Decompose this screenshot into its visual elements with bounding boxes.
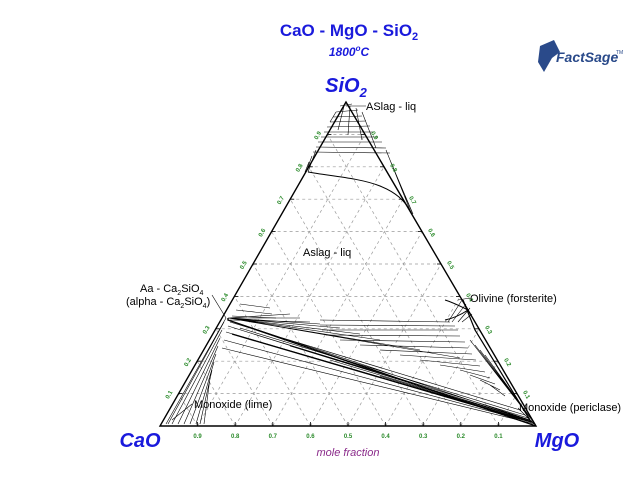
tielines-upper-left — [304, 149, 317, 173]
tick-label-right: 0.2 — [502, 358, 512, 369]
tick-label-bottom: 0.2 — [457, 434, 466, 440]
lime-field-tielines — [165, 317, 227, 425]
tielines-olivine-band — [319, 319, 506, 397]
tick-label-right: 0.5 — [445, 260, 455, 271]
tick-label-bottom: 0.6 — [306, 434, 315, 440]
liquidus-left-boundary — [229, 303, 311, 323]
grid-line-mgo — [234, 166, 385, 427]
tick-label-bottom: 0.4 — [381, 434, 390, 440]
grid-line-mgo — [197, 134, 366, 427]
grid-line-cao — [289, 199, 424, 427]
factsage-logo: FactSage TM — [538, 40, 623, 72]
axis-label-mole-fraction: mole fraction — [317, 447, 380, 459]
grid-line-mgo — [385, 296, 461, 427]
leader-ca2sio4 — [211, 294, 227, 319]
diagram-title: CaO - MgO - SiO2 — [280, 21, 418, 43]
olivine-fan — [447, 299, 473, 323]
olivine-line — [462, 299, 531, 421]
label-olivine: Olivine (forsterite) — [470, 293, 557, 305]
tick-label-bottom: 0.9 — [193, 434, 202, 440]
label-ca2sio4: Aa - Ca2SiO4 — [140, 283, 204, 297]
tick-label-right: 0.9 — [369, 131, 379, 142]
tick-label-right: 0.8 — [388, 163, 398, 174]
logo-emblem — [538, 40, 560, 72]
grid-line-mgo — [422, 328, 480, 427]
composition-grid — [178, 134, 518, 427]
grid-line-mgo — [460, 361, 499, 427]
vertex-mgo-label: MgO — [535, 430, 580, 452]
grid-line-cao — [327, 134, 499, 427]
tielines-upper-right — [385, 149, 414, 215]
tick-label-right: 0.7 — [407, 196, 417, 207]
grid-line-mgo — [347, 263, 442, 427]
leader-olivine — [457, 297, 471, 301]
label-aslag-top: ASlag - liq — [366, 101, 416, 113]
c2s-fan — [227, 313, 461, 359]
tick-label-left: 0.5 — [239, 260, 249, 271]
tick-label-right: 0.6 — [426, 228, 436, 239]
monoxide-boundary-outline — [231, 333, 533, 423]
leader-periclase — [517, 407, 535, 425]
tick-label-left: 0.9 — [314, 130, 324, 141]
phase-field-tielines — [165, 103, 537, 427]
tick-label-left: 0.6 — [258, 227, 268, 238]
tick-label-bottom: 0.8 — [231, 434, 240, 440]
tick-label-left: 0.7 — [277, 195, 287, 206]
tick-label-right: 0.1 — [521, 390, 531, 401]
liquidus-upper-boundary — [307, 171, 413, 215]
leader-lime — [171, 403, 193, 421]
tielines-lower-right — [469, 339, 536, 425]
grid-line-cao — [234, 296, 311, 427]
label-alpha-ca2sio4: (alpha - Ca2SiO4) — [126, 296, 210, 310]
tick-label-bottom: 0.1 — [494, 434, 503, 440]
tick-label-left: 0.3 — [202, 325, 212, 336]
label-periclase: Monoxide (periclase) — [519, 402, 621, 414]
tick-label-left: 0.8 — [295, 163, 305, 174]
label-aslag-liq: Aslag - liq — [303, 247, 351, 259]
tick-label-right: 0.3 — [483, 325, 493, 336]
vertex-cao-label: CaO — [119, 430, 161, 452]
temperature-subtitle: 1800oC — [329, 44, 370, 59]
tick-label-left: 0.4 — [221, 292, 231, 303]
tick-label-left: 0.1 — [165, 389, 175, 400]
grid-line-cao — [252, 263, 349, 427]
vertex-sio2-label: SiO2 — [325, 75, 367, 100]
label-lime: Monoxide (lime) — [194, 399, 272, 411]
tick-label-bottom: 0.3 — [419, 434, 428, 440]
c2s-boundary-outline — [227, 318, 537, 427]
logo-tm: TM — [616, 50, 623, 56]
triangle-outline — [158, 100, 538, 427]
grid-line-cao — [215, 328, 274, 427]
tick-label-bottom: 0.7 — [269, 434, 278, 440]
tick-label-left: 0.2 — [184, 357, 194, 368]
grid-line-mgo — [272, 199, 404, 427]
logo-text: FactSage — [556, 49, 618, 65]
tick-label-bottom: 0.5 — [344, 434, 353, 440]
